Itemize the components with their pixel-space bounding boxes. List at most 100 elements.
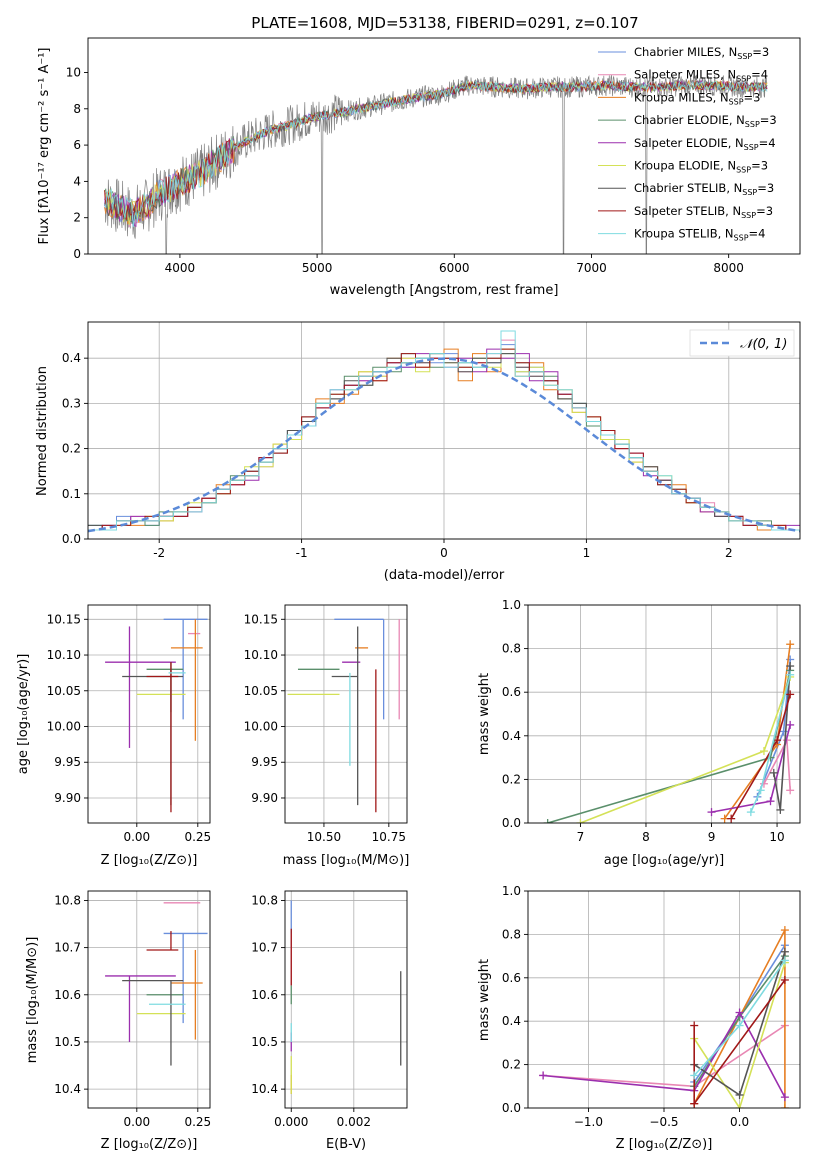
residual-xlabel: (data-model)/error [384, 568, 505, 583]
x-tick-label: 0.002 [337, 1115, 371, 1129]
y-tick-label: 9.95 [54, 755, 81, 769]
x-tick-label: 10.50 [307, 830, 341, 844]
x-tick-label: 0.000 [274, 1115, 308, 1129]
y-tick-label: 10.05 [47, 684, 81, 698]
y-tick-label: 9.90 [251, 791, 278, 805]
y-tick-label: 0.8 [502, 642, 521, 656]
mass-vs-ebv-axes [284, 890, 408, 1109]
spectrum-axes [87, 37, 801, 255]
y-tick-label: 0.2 [62, 442, 81, 456]
massweight-vs-age-panel: 7 8 9 10 0.0 0.2 0.4 0.6 0.8 1.0 age [log₁₀(age/y… [477, 598, 801, 868]
y-tick-label: 0.6 [502, 685, 521, 699]
y-tick-label: 0.0 [62, 532, 81, 546]
x-tick-label: 0.25 [184, 830, 211, 844]
x-tick-label: 0.25 [184, 1115, 211, 1129]
x-tick-label: -2 [153, 546, 165, 560]
legend-label: Salpeter MILES, NSSP=4 [634, 68, 768, 84]
age-vs-z-ylabel: age [log₁₀(age/yr)] [16, 654, 31, 775]
legend-label: Chabrier ELODIE, NSSP=3 [634, 113, 777, 129]
y-tick-label: 6 [73, 138, 81, 152]
residual-ylabel: Normed distribution [35, 366, 50, 496]
clipped-marks [88, 330, 800, 533]
mass-vs-z-axes [87, 890, 211, 1109]
mass-weight-line [547, 670, 791, 823]
legend-label: Kroupa STELIB, NSSP=4 [634, 227, 765, 243]
x-tick-label: 1 [583, 546, 591, 560]
x-tick-label: −1.0 [574, 1115, 603, 1129]
x-tick-label: 6000 [439, 261, 470, 275]
massweight-vs-z-ylabel: mass weight [477, 959, 492, 1041]
mass-vs-ebv-xlabel: E(B-V) [326, 1137, 366, 1152]
y-tick-label: 10.8 [54, 893, 81, 907]
clipped-marks [543, 640, 795, 823]
clipped-marks [105, 902, 208, 1066]
clipped-marks [539, 926, 789, 1108]
y-tick-label: 0.4 [502, 729, 521, 743]
y-tick-label: 9.90 [54, 791, 81, 805]
residual-panel: -2 -1 0 1 2 0.0 0.1 0.2 0.3 0.4 (data-model)/erro… [35, 321, 801, 583]
y-tick-label: 10.5 [251, 1035, 278, 1049]
y-tick-label: 0.1 [62, 487, 81, 501]
x-tick-label: 8 [642, 830, 650, 844]
y-tick-label: 10.05 [244, 684, 278, 698]
massweight-vs-z-axes [527, 890, 801, 1109]
gaussian-legend-box [689, 329, 795, 357]
x-tick-label: 0.00 [123, 830, 150, 844]
y-tick-label: 10.7 [54, 941, 81, 955]
y-tick-label: 2 [73, 211, 81, 225]
x-tick-label: 2 [725, 546, 733, 560]
x-tick-label: 0.0 [730, 1115, 749, 1129]
age-vs-z-xlabel: Z [log₁₀(Z/Z⊙)] [101, 853, 198, 868]
legend-label: Kroupa ELODIE, NSSP=3 [634, 159, 768, 175]
legend-label: Salpeter ELODIE, NSSP=4 [634, 136, 776, 152]
massweight-vs-age-axes [527, 604, 801, 824]
x-tick-label: 7000 [576, 261, 607, 275]
y-tick-label: 10.00 [47, 720, 81, 734]
mass-vs-z-xlabel: Z [log₁₀(Z/Z⊙)] [101, 1137, 198, 1152]
mass-weight-line [580, 676, 791, 823]
y-tick-label: 0.6 [502, 971, 521, 985]
y-tick-label: 10.10 [244, 648, 278, 662]
x-tick-label: -1 [296, 546, 308, 560]
legend-label: Chabrier STELIB, NSSP=3 [634, 181, 774, 197]
y-tick-label: 10.7 [251, 941, 278, 955]
spectrum-title: PLATE=1608, MJD=53138, FIBERID=0291, z=0… [251, 14, 638, 32]
massweight-vs-age-xlabel: age [log₁₀(age/yr)] [604, 853, 725, 868]
histogram-steps [88, 330, 800, 531]
age-vs-mass-panel: 10.50 10.75 9.90 9.95 10.00 10.05 10.10 10.15 m… [244, 604, 409, 868]
mass-weight-line [693, 962, 786, 1108]
y-tick-label: 10 [66, 65, 81, 79]
age-vs-z-axes [87, 604, 211, 824]
massweight-vs-age-ylabel: mass weight [477, 673, 492, 755]
x-tick-label: 9 [708, 830, 716, 844]
y-tick-label: 10.5 [54, 1035, 81, 1049]
y-tick-label: 9.95 [251, 755, 278, 769]
y-tick-label: 10.10 [47, 648, 81, 662]
y-tick-label: 10.6 [54, 988, 81, 1002]
model-spectrum-line [104, 79, 768, 228]
y-tick-label: 0.0 [502, 816, 521, 830]
y-tick-label: 0.2 [502, 772, 521, 786]
y-tick-label: 0.8 [502, 927, 521, 941]
mass-vs-z-panel: 0.00 0.25 10.4 10.5 10.6 10.7 10.8 Z [log₁₀(Z/… [25, 890, 211, 1152]
y-tick-label: 4 [73, 174, 81, 188]
mass-vs-z-ylabel: mass [log₁₀(M/M⊙)] [25, 937, 40, 1064]
spectrum-xlabel: wavelength [Angstrom, rest frame] [330, 283, 559, 298]
age-vs-mass-axes [284, 604, 408, 824]
y-tick-label: 10.8 [251, 893, 278, 907]
y-tick-label: 0.4 [502, 1014, 521, 1028]
y-tick-label: 10.6 [251, 988, 278, 1002]
y-tick-label: 10.4 [54, 1082, 81, 1096]
y-tick-label: 10.4 [251, 1082, 278, 1096]
y-tick-label: 0.0 [502, 1101, 521, 1115]
x-tick-label: 7 [577, 830, 585, 844]
legend-label: Chabrier MILES, NSSP=3 [634, 45, 769, 61]
x-tick-label: 8000 [713, 261, 744, 275]
gaussian-curve [88, 357, 800, 533]
x-tick-label: 0 [440, 546, 448, 560]
clipped-marks [104, 74, 768, 254]
y-tick-label: 8 [73, 102, 81, 116]
gaussian-legend: 𝒩(0, 1) [689, 329, 795, 357]
y-tick-label: 0 [73, 247, 81, 261]
